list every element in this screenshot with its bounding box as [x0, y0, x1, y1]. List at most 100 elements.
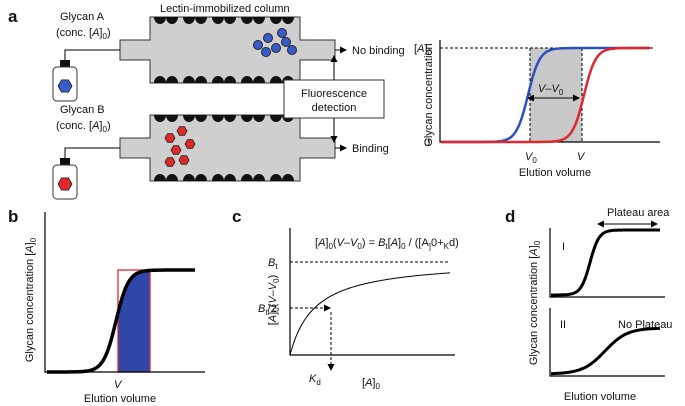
lectin: [154, 17, 178, 24]
text-piece: 0: [29, 237, 38, 242]
text-piece: (: [267, 303, 279, 307]
text-piece: 0: [272, 278, 281, 283]
lectin: [212, 174, 236, 181]
filled-area: [118, 270, 150, 372]
lectin: [241, 17, 265, 24]
curve: [551, 326, 661, 376]
column-label: Lectin-immobilized column: [160, 3, 290, 15]
tube: [64, 147, 120, 158]
text-piece: –: [344, 237, 351, 249]
curve: [289, 272, 451, 356]
lectin: [183, 17, 207, 24]
text-piece: 0: [375, 382, 380, 391]
text-piece: d: [449, 237, 455, 249]
text-piece: (conc. [: [56, 120, 92, 132]
y-zero: 0: [424, 137, 430, 149]
text-piece: ]: [325, 237, 328, 249]
curve: [441, 46, 650, 144]
no-binding: No binding: [352, 45, 405, 57]
lectin: [241, 76, 265, 83]
kd: Kd: [309, 373, 321, 387]
glycan: [176, 126, 188, 136]
text-piece: A: [364, 377, 372, 389]
axis: [439, 40, 660, 143]
text-piece: V: [538, 83, 547, 95]
text-piece: ]: [398, 237, 401, 249]
lectin: [241, 174, 265, 181]
glycan: [271, 43, 281, 53]
lectin: [270, 17, 294, 24]
lectin: [270, 174, 294, 181]
glycan: [170, 145, 182, 155]
curve: [551, 228, 660, 297]
text-piece: A: [91, 27, 99, 39]
text-piece: A: [317, 237, 325, 249]
text-piece: (: [333, 237, 337, 249]
text-piece: V: [337, 237, 346, 249]
lectin: [154, 115, 178, 122]
text-piece: K: [444, 242, 450, 251]
glycan: [253, 40, 263, 50]
glycan: [178, 155, 190, 165]
text-piece: ]: [424, 43, 427, 55]
text-piece: A: [24, 245, 36, 253]
lectin: [183, 115, 207, 122]
glycan: [164, 133, 176, 143]
panel-label: c: [232, 207, 241, 226]
text-piece: A: [528, 248, 540, 256]
text-piece: 0: [533, 240, 542, 245]
column: [119, 114, 336, 182]
y-label: Glycan concentration [A]0: [24, 237, 38, 362]
text-piece: –: [545, 83, 552, 95]
text-piece: A: [390, 237, 398, 249]
text-piece: B: [258, 303, 265, 315]
curve-ii: II: [560, 319, 566, 331]
shapes: [44, 16, 665, 377]
lectin: [183, 76, 207, 83]
text-piece: V: [267, 295, 279, 304]
text-piece: ): [267, 275, 279, 279]
text-piece: B: [378, 237, 385, 249]
text-piece: V: [267, 281, 279, 290]
text-piece: ]: [99, 120, 102, 132]
x-label: Elution volume: [564, 391, 636, 403]
v0: V0: [525, 151, 537, 165]
y-label: Glycan concentration: [423, 43, 435, 146]
text-piece: V: [551, 83, 560, 95]
text-piece: ) =: [362, 237, 378, 249]
glycan: [263, 33, 273, 43]
v: V: [577, 151, 586, 163]
lectin: [241, 115, 265, 122]
text-piece: A: [267, 315, 279, 323]
glycan: [281, 37, 291, 47]
axis: [549, 228, 665, 377]
curve: [47, 268, 195, 374]
x-label: [A]0: [362, 377, 380, 391]
text-piece: ): [455, 237, 459, 249]
text-piece: /2: [268, 303, 277, 315]
text-piece: ]: [372, 377, 375, 389]
lectin: [154, 174, 178, 181]
lectin: [212, 76, 236, 83]
y-label: [A]0(V–V0): [267, 275, 281, 326]
y-top: [A]0: [414, 43, 432, 57]
text-piece: [: [315, 237, 318, 249]
text-piece: / ([: [406, 237, 422, 249]
lectin: [212, 17, 236, 24]
text-piece: 0: [357, 242, 362, 251]
text-piece: 0: [559, 88, 564, 97]
text-piece: 0: [328, 242, 333, 251]
text-piece: V: [350, 237, 359, 249]
text-piece: ): [107, 120, 111, 132]
text-piece: (conc. [: [56, 27, 92, 39]
text-piece: Glycan concentration [: [24, 253, 36, 362]
text-piece: V: [525, 151, 534, 163]
text-piece: ]: [99, 27, 102, 39]
tube: [64, 49, 120, 60]
text-piece: ]: [528, 245, 540, 248]
text-piece: t: [275, 262, 278, 271]
text-piece: 0: [401, 242, 406, 251]
conc-a: (conc. [A]0): [56, 27, 111, 41]
text-piece: A: [91, 120, 99, 132]
